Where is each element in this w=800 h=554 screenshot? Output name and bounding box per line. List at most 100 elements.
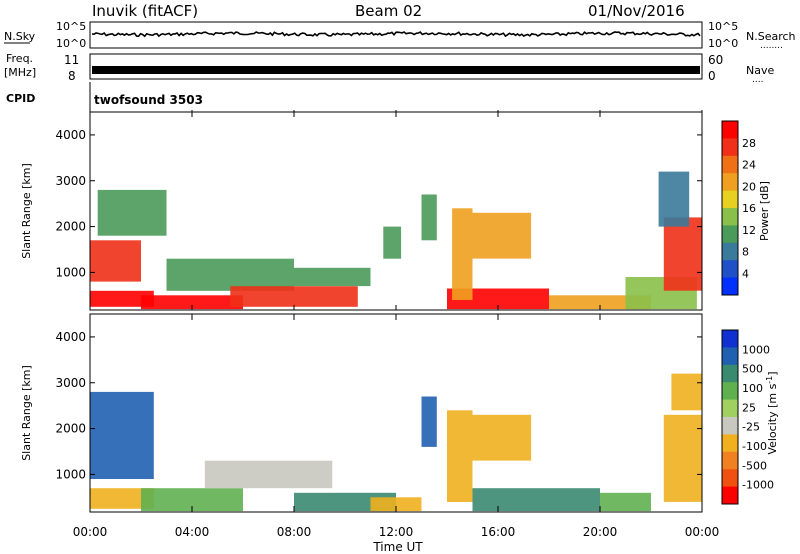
heatmap-region [141,488,243,512]
x-tick-label: 00:00 [685,525,720,539]
colorbar-swatch [722,277,738,296]
power-heatmap [90,171,703,310]
colorbar-swatch [722,225,738,244]
x-tick-label: 12:00 [379,525,414,539]
colorbar-swatch [722,417,738,435]
colorbar-swatch [722,399,738,418]
colorbar-swatch [722,260,738,279]
heatmap-region [472,488,600,512]
velocity-colorbar: 1000 500 100 25 -25 -100 -500 -1000 [721,329,774,505]
velocity-ylabel: Slant Range [km] [20,365,33,461]
colorbar-swatch [722,434,738,453]
colorbar-swatch [722,382,738,401]
nsearch-tick-bottom: 10^0 [708,37,738,50]
power-yticks: 4000 3000 2000 1000 [55,128,702,279]
heatmap-region [421,396,437,447]
freq-panel: Freq. [MHz] 11 8 60 0 Nave .... [4,52,774,85]
heatmap-region [230,286,358,307]
heatmap-region [383,226,402,259]
nave-tick-bottom: 0 [708,69,716,83]
colorbar-tick-label: 4 [742,267,749,280]
colorbar-frame [721,329,739,505]
velocity-heatmap [90,373,703,512]
colorbar-swatch [722,347,738,366]
colorbar-tick-label: 12 [742,224,756,237]
colorbar-tick-label: -100 [742,440,767,453]
y-tick-label: 4000 [55,330,86,344]
freq-band [92,66,700,74]
colorbar-tick-label: 8 [742,246,749,259]
heatmap-region [600,492,651,512]
heatmap-region [447,410,473,502]
power-colorbar-label: Power [dB] [758,181,771,241]
station-title: Inuvik (fitACF) [92,2,198,20]
nsky-label: N.Sky [4,30,36,43]
heatmap-region [671,373,702,411]
colorbar-swatch [722,138,738,157]
y-tick-label: 1000 [55,467,86,481]
colorbar-tick-label: -1000 [742,479,774,492]
colorbar-swatch [722,173,738,192]
heatmap-region [370,497,422,512]
x-tick-label: 00:00 [73,525,108,539]
heatmap-region [421,194,437,241]
nsky-panel: N.Sky 10^5 10^0 10^5 10^0 N.Search .....… [4,20,796,51]
freq-frame [89,53,703,80]
x-tick-label: 20:00 [583,525,618,539]
cpid-panel: CPID twofsound 3503 [6,82,203,110]
x-tick-label: 08:00 [277,525,312,539]
colorbar-swatch [722,330,738,348]
heatmap-region [90,391,154,479]
colorbar-tick-label: 100 [742,382,763,395]
y-tick-label: 1000 [55,265,86,279]
date-title: 01/Nov/2016 [588,2,685,20]
heatmap-region [663,414,703,502]
power-ylabel: Slant Range [km] [20,163,33,259]
heatmap-region [141,295,243,310]
colorbar-tick-label: 25 [742,401,756,414]
heatmap-region [90,290,154,307]
velocity-colorbar-label: Velocity [m s-1] [765,371,779,454]
colorbar-swatch [722,242,738,261]
nsearch-dots: ........ [760,41,783,51]
freq-tick-top: 11 [64,53,79,67]
beam-title: Beam 02 [355,2,422,20]
nsky-trace [91,31,701,38]
colorbar-swatch [722,486,738,505]
x-tick-label: 16:00 [481,525,516,539]
heatmap-region [472,414,532,461]
heatmap-region [97,189,167,236]
colorbar-swatch [722,364,738,383]
heatmap-region [663,217,703,291]
colorbar-tick-label: 16 [742,202,756,215]
nsky-tick-top: 10^5 [56,20,86,33]
nave-label: Nave [746,64,774,77]
colorbar-tick-label: -500 [742,459,767,472]
nsky-frame [89,21,703,49]
colorbar-swatch [722,155,738,174]
velocity-frame [89,313,703,513]
colorbar-tick-label: -25 [742,421,760,434]
colorbar-tick-label: 1000 [742,343,770,356]
colorbar-swatch [722,121,738,139]
freq-label-line1: Freq. [6,52,33,65]
colorbar-swatch [722,208,738,226]
nsearch-tick-top: 10^5 [708,20,738,33]
heatmap-region [90,240,141,282]
colorbar-tick-label: 500 [742,363,763,376]
colorbar-frame [721,120,739,296]
freq-label-line2: [MHz] [4,66,36,79]
power-panel: 4000 3000 2000 1000 Slant Range [km] 28 24 20… [20,111,771,311]
x-tick-label: 04:00 [175,525,210,539]
heatmap-region [90,488,154,509]
y-tick-label: 3000 [55,174,86,188]
cpid-text: twofsound 3503 [94,93,203,107]
velocity-panel: 4000 3000 2000 1000 Slant Range [km] 1000 50… [20,313,779,513]
y-tick-label: 2000 [55,220,86,234]
heatmap-region [204,460,333,489]
nsky-tick-bottom: 10^0 [56,37,86,50]
heatmap-region [294,267,371,287]
x-axis: 00:00 04:00 08:00 12:00 16:00 20:00 00:00 [73,110,720,539]
power-colorbar: 28 24 20 16 12 8 4 [721,120,756,296]
